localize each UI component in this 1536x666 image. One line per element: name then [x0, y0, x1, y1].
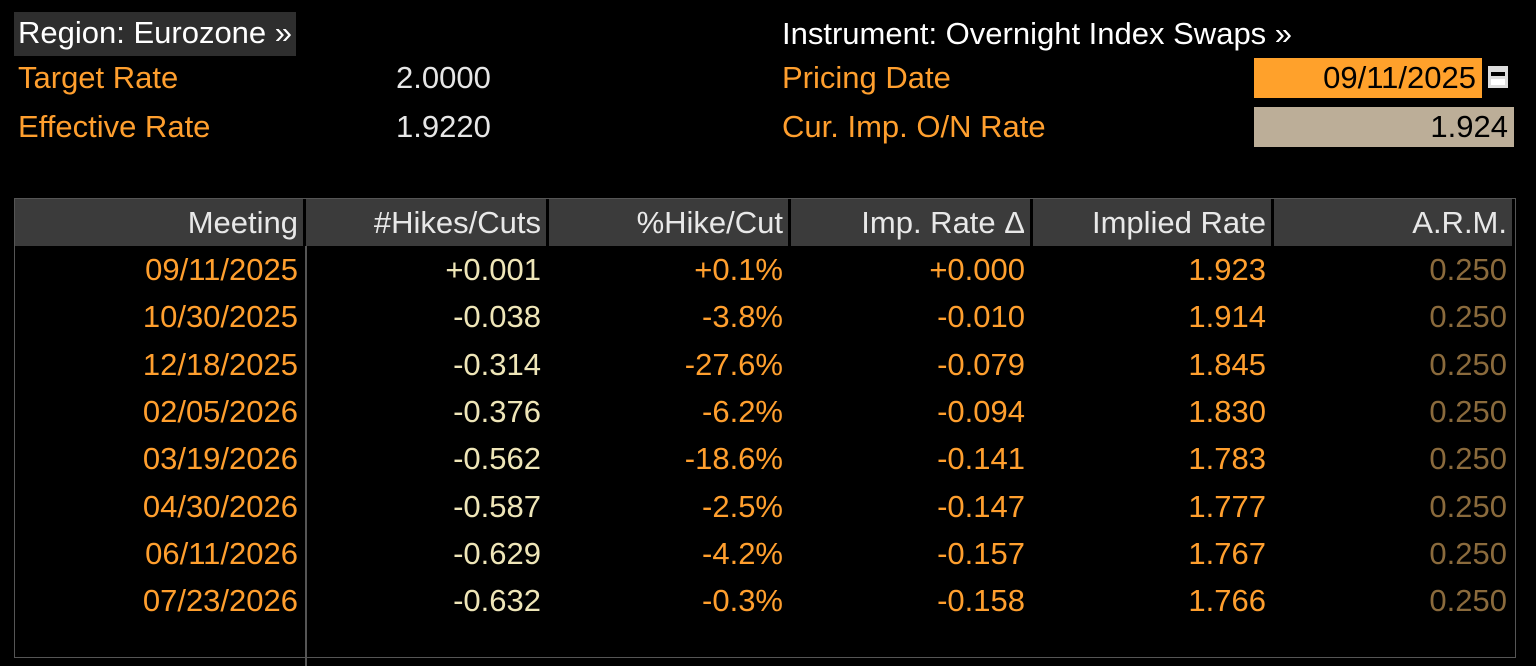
table-cell: 0.250	[1429, 299, 1507, 335]
table-cell: 09/11/2025	[145, 252, 298, 287]
region-selector[interactable]: Region: Eurozone »	[14, 12, 297, 56]
table-cell: -0.157	[937, 535, 1025, 571]
calendar-icon[interactable]	[1486, 62, 1510, 92]
table-cell: -0.158	[937, 583, 1025, 619]
table-cell: 07/23/2026	[142, 583, 298, 619]
table-cell: -0.010	[937, 299, 1025, 335]
table-cell: 06/11/2026	[145, 535, 298, 571]
table-cell: +0.001	[445, 252, 541, 287]
table-cell: -0.562	[453, 441, 541, 477]
table-cell: 0.250	[1429, 252, 1507, 287]
column-header[interactable]: #Hikes/Cuts	[306, 199, 549, 246]
rate-table: Meeting #Hikes/Cuts %Hike/Cut Imp. Rate Δ Im…	[14, 198, 1516, 666]
table-cell: -0.3%	[702, 583, 783, 619]
table-cell: 1.767	[1188, 535, 1266, 571]
table-cell: -0.094	[937, 393, 1025, 429]
effective-rate-label: Effective Rate	[18, 109, 211, 144]
table-cell: 12/18/2025	[142, 346, 298, 382]
table-cell: -0.314	[453, 346, 541, 382]
table-cell: -0.587	[453, 488, 541, 524]
table-cell: 0.250	[1429, 393, 1507, 429]
table-cell: 10/30/2025	[142, 299, 298, 335]
column-header[interactable]: Implied Rate	[1033, 199, 1274, 246]
table-cell: 1.845	[1188, 346, 1266, 382]
table-cell: 0.250	[1429, 488, 1507, 524]
table-cell: -4.2%	[702, 535, 783, 571]
pricing-date-input[interactable]: 09/11/2025	[1254, 58, 1482, 98]
table-cell: -6.2%	[702, 393, 783, 429]
table-cell: -0.038	[453, 299, 541, 335]
table-cell: 0.250	[1429, 583, 1507, 619]
instrument-selector[interactable]: Instrument: Overnight Index Swaps »	[782, 16, 1293, 51]
table-cell: 1.914	[1188, 299, 1266, 335]
column-header[interactable]: Meeting	[15, 199, 306, 246]
column-divider	[305, 246, 307, 666]
pricing-date-label: Pricing Date	[782, 60, 951, 95]
table-cell: -18.6%	[684, 441, 783, 477]
table-cell: -0.147	[937, 488, 1025, 524]
table-cell: 1.777	[1188, 488, 1266, 524]
column-header[interactable]: Imp. Rate Δ	[791, 199, 1033, 246]
table-cell: 1.783	[1188, 441, 1266, 477]
table-cell: -2.5%	[702, 488, 783, 524]
table-cell: 1.923	[1188, 252, 1266, 287]
column-header[interactable]: %Hike/Cut	[549, 199, 791, 246]
column-header[interactable]: A.R.M.	[1274, 199, 1515, 246]
table-cell: -27.6%	[684, 346, 783, 382]
table-cell: 04/30/2026	[142, 488, 298, 524]
table-cell: 0.250	[1429, 441, 1507, 477]
table-cell: -0.079	[937, 346, 1025, 382]
cur-imp-label: Cur. Imp. O/N Rate	[782, 109, 1046, 144]
table-header: Meeting #Hikes/Cuts %Hike/Cut Imp. Rate Δ Im…	[15, 199, 1515, 246]
table-cell: -3.8%	[702, 299, 783, 335]
target-rate-label: Target Rate	[18, 60, 179, 95]
table-cell: 0.250	[1429, 535, 1507, 571]
table-cell: -0.629	[453, 535, 541, 571]
table-cell: -0.632	[453, 583, 541, 619]
table-cell: -0.376	[453, 393, 541, 429]
table-cell: +0.000	[929, 252, 1025, 287]
effective-rate: 1.9220	[396, 109, 491, 144]
target-rate: 2.0000	[396, 60, 491, 95]
cur-imp-rate: 1.924	[1254, 107, 1514, 147]
table-cell: 1.766	[1188, 583, 1266, 619]
table-cell: -0.141	[937, 441, 1025, 477]
table-cell: 1.830	[1188, 393, 1266, 429]
table-cell: 02/05/2026	[142, 393, 298, 429]
table-cell: 03/19/2026	[142, 441, 298, 477]
table-cell: 0.250	[1429, 346, 1507, 382]
table-cell: +0.1%	[694, 252, 783, 287]
